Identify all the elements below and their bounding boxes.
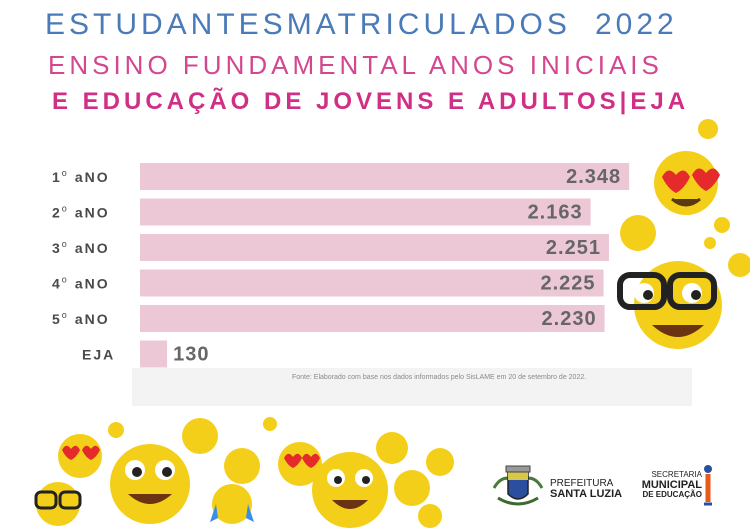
value-label: 130 (173, 344, 209, 366)
emoji-decoration-bottom (34, 417, 454, 528)
bubble-icon (620, 215, 656, 251)
value-label: 2.251 (546, 237, 601, 259)
category-label: EJA (82, 347, 115, 363)
title-line-2: ENSINO FUNDAMENTAL ANOS INICIAIS (48, 50, 663, 80)
enrollment-bar-chart: 1o aNO 2.348 2o aNO 2.163 3o aNO 2.251 4o aNO 2.225… (52, 163, 630, 368)
title-line-3: E EDUCAÇÃO DE JOVENS E ADULTOS|EJA (52, 88, 690, 115)
bar (140, 269, 604, 297)
title-year: 2022 (595, 8, 678, 41)
value-label: 2.348 (566, 166, 621, 188)
source-note: Fonte: Elaborado com base nos dados info… (292, 374, 587, 381)
prefeitura-logo-text: PREFEITURA SANTA LUZIA (550, 478, 622, 500)
category-label: 5o aNO (52, 310, 110, 327)
bar (140, 340, 168, 368)
value-label: 2.230 (542, 308, 597, 330)
category-label: 2o aNO (52, 204, 110, 221)
secretaria-line-1: SECRETARIA (651, 470, 702, 479)
secretaria-logo: SECRETARIA MUNICIPAL DE EDUCAÇÃO (630, 462, 714, 512)
prefeitura-line-2: SANTA LUZIA (550, 488, 623, 500)
heart-icon (692, 168, 720, 191)
bubble-icon (698, 119, 718, 139)
category-label: 4o aNO (52, 275, 110, 292)
secretaria-line-2: MUNICIPAL (641, 479, 702, 491)
bar (140, 198, 591, 226)
bubble-icon (728, 253, 750, 277)
bubble-icon (714, 217, 730, 233)
category-label: 3o aNO (52, 239, 110, 256)
category-label: 1o aNO (52, 168, 110, 185)
title-main: ESTUDANTESMATRICULADOS (45, 8, 571, 41)
bar (140, 234, 609, 261)
title-line-1: ESTUDANTESMATRICULADOS 2022 (45, 8, 695, 42)
bar (140, 163, 630, 190)
heart-icon (662, 170, 690, 193)
bar (140, 305, 605, 332)
emoji-decoration-right (617, 119, 750, 349)
value-label: 2.225 (540, 273, 595, 295)
prefeitura-crest-icon (492, 465, 544, 506)
secretaria-figure-icon (704, 465, 712, 506)
value-label: 2.163 (528, 202, 583, 224)
source-box: Fonte: Elaborado com base nos dados info… (132, 368, 692, 406)
secretaria-line-3: DE EDUCAÇÃO (642, 490, 702, 499)
prefeitura-line-1: PREFEITURA (550, 478, 614, 489)
bubble-icon (704, 237, 716, 249)
